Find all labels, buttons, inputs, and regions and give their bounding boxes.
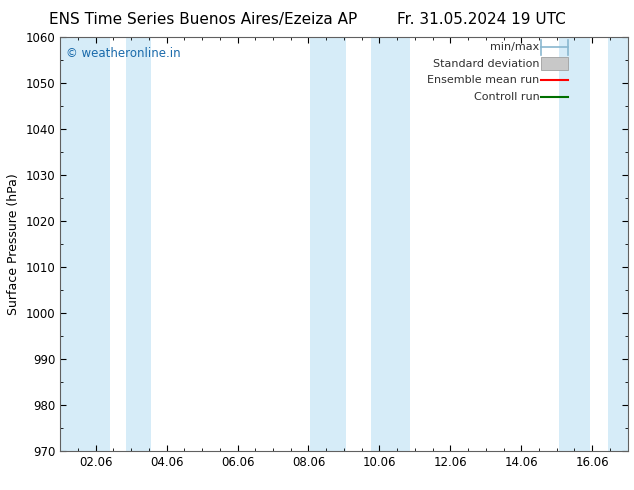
Text: Fr. 31.05.2024 19 UTC: Fr. 31.05.2024 19 UTC [398, 12, 566, 27]
Y-axis label: Surface Pressure (hPa): Surface Pressure (hPa) [7, 173, 20, 315]
Bar [559, 37, 590, 451]
Text: Controll run: Controll run [474, 92, 540, 102]
Bar [60, 37, 110, 451]
Text: Standard deviation: Standard deviation [433, 59, 540, 69]
Bar [608, 37, 628, 451]
Bar [370, 37, 410, 451]
Text: min/max: min/max [491, 42, 540, 52]
Text: © weatheronline.in: © weatheronline.in [66, 47, 181, 60]
Text: Ensemble mean run: Ensemble mean run [427, 75, 540, 85]
Bar [541, 57, 568, 70]
Bar [126, 37, 151, 451]
Bar [310, 37, 346, 451]
Text: ENS Time Series Buenos Aires/Ezeiza AP: ENS Time Series Buenos Aires/Ezeiza AP [49, 12, 357, 27]
